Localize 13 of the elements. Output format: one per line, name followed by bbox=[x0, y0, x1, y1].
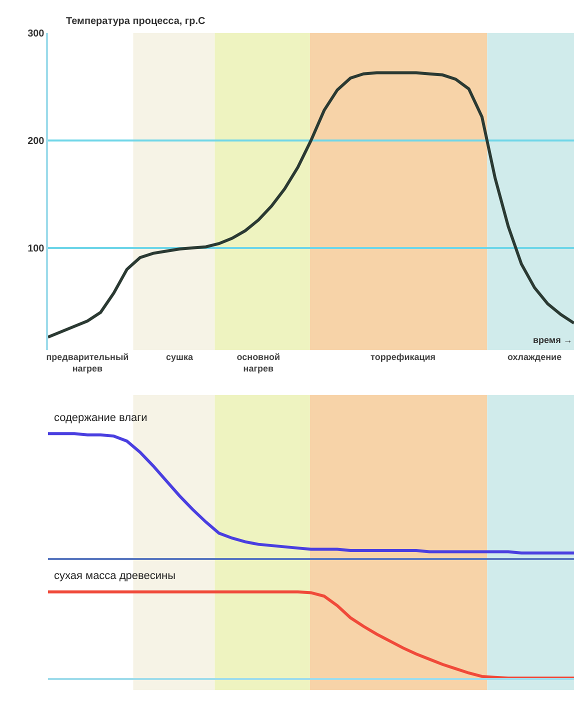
line-series bbox=[48, 71, 574, 339]
series-label: содержание влаги bbox=[54, 412, 148, 424]
x-tick-label: сушка bbox=[166, 352, 194, 362]
x-tick-label: охлаждение bbox=[508, 352, 562, 362]
x-tick-label: предварительный нагрев bbox=[46, 352, 129, 374]
x-tick-label: торрефикация bbox=[370, 352, 436, 362]
y-tick-label: 200 bbox=[28, 136, 45, 147]
y-tick-label: 100 bbox=[28, 243, 45, 254]
annotation: время → bbox=[533, 335, 572, 345]
y-tick-label: 300 bbox=[28, 28, 45, 40]
x-tick-label: основной нагрев bbox=[236, 352, 280, 374]
series-label: сухая масса древесины bbox=[54, 570, 176, 582]
chart-title: Температура процесса, гр.С bbox=[66, 16, 206, 27]
